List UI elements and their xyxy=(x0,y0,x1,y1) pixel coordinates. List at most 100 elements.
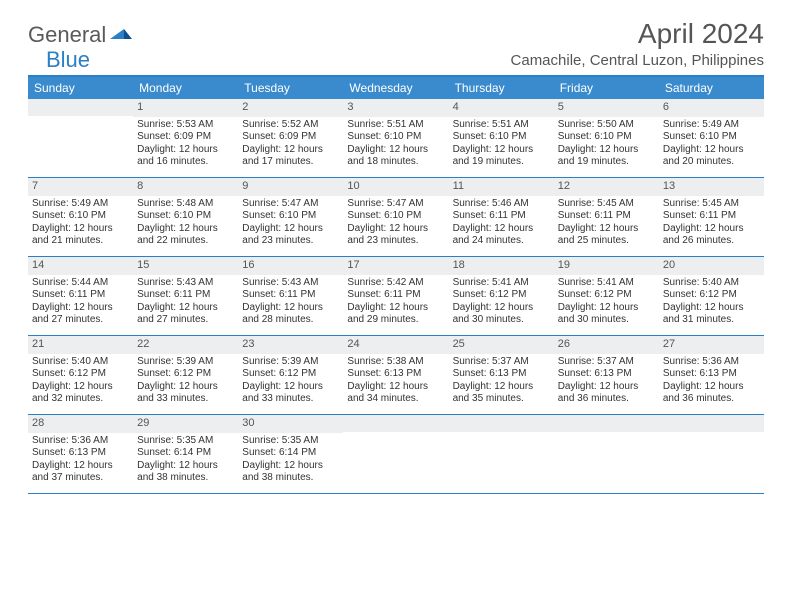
sunset-text: Sunset: 6:12 PM xyxy=(137,368,234,381)
day-body: Sunrise: 5:37 AMSunset: 6:13 PMDaylight:… xyxy=(449,354,554,410)
day-cell: 4 Sunrise: 5:51 AMSunset: 6:10 PMDaylight… xyxy=(449,99,554,177)
daylight-text: Daylight: 12 hours and 36 minutes. xyxy=(663,381,760,406)
day-number: 2 xyxy=(238,99,343,117)
sunrise-text: Sunrise: 5:51 AM xyxy=(347,119,444,132)
day-body: Sunrise: 5:43 AMSunset: 6:11 PMDaylight:… xyxy=(133,275,238,331)
day-cell xyxy=(343,415,448,493)
sunset-text: Sunset: 6:11 PM xyxy=(32,289,129,302)
day-number xyxy=(343,415,448,432)
day-number: 30 xyxy=(238,415,343,433)
daylight-text: Daylight: 12 hours and 25 minutes. xyxy=(558,223,655,248)
day-cell: 26Sunrise: 5:37 AMSunset: 6:13 PMDayligh… xyxy=(554,336,659,414)
sunset-text: Sunset: 6:13 PM xyxy=(347,368,444,381)
day-number: 25 xyxy=(449,336,554,354)
day-body: Sunrise: 5:40 AMSunset: 6:12 PMDaylight:… xyxy=(28,354,133,410)
brand-text-2: Blue xyxy=(46,47,90,73)
sunset-text: Sunset: 6:14 PM xyxy=(137,447,234,460)
sunrise-text: Sunrise: 5:36 AM xyxy=(32,435,129,448)
day-number: 26 xyxy=(554,336,659,354)
sunrise-text: Sunrise: 5:35 AM xyxy=(137,435,234,448)
sunrise-text: Sunrise: 5:52 AM xyxy=(242,119,339,132)
sunset-text: Sunset: 6:09 PM xyxy=(242,131,339,144)
day-number: 15 xyxy=(133,257,238,275)
day-cell: 30Sunrise: 5:35 AMSunset: 6:14 PMDayligh… xyxy=(238,415,343,493)
daylight-text: Daylight: 12 hours and 27 minutes. xyxy=(32,302,129,327)
weeks-container: 1Sunrise: 5:53 AMSunset: 6:09 PMDaylight… xyxy=(28,99,764,494)
day-number: 10 xyxy=(343,178,448,196)
day-cell: 14Sunrise: 5:44 AMSunset: 6:11 PMDayligh… xyxy=(28,257,133,335)
sunset-text: Sunset: 6:12 PM xyxy=(242,368,339,381)
sunrise-text: Sunrise: 5:48 AM xyxy=(137,198,234,211)
dow-sunday: Sunday xyxy=(28,77,133,99)
sunset-text: Sunset: 6:11 PM xyxy=(453,210,550,223)
week-row: 1Sunrise: 5:53 AMSunset: 6:09 PMDaylight… xyxy=(28,99,764,178)
day-body: Sunrise: 5:41 AMSunset: 6:12 PMDaylight:… xyxy=(449,275,554,331)
day-cell: 12Sunrise: 5:45 AMSunset: 6:11 PMDayligh… xyxy=(554,178,659,256)
day-body: Sunrise: 5:52 AMSunset: 6:09 PMDaylight:… xyxy=(238,117,343,173)
daylight-text: Daylight: 12 hours and 19 minutes. xyxy=(453,144,550,169)
day-body: Sunrise: 5:37 AMSunset: 6:13 PMDaylight:… xyxy=(554,354,659,410)
daylight-text: Daylight: 12 hours and 32 minutes. xyxy=(32,381,129,406)
day-number: 8 xyxy=(133,178,238,196)
sunset-text: Sunset: 6:10 PM xyxy=(453,131,550,144)
day-body: Sunrise: 5:39 AMSunset: 6:12 PMDaylight:… xyxy=(238,354,343,410)
sunset-text: Sunset: 6:13 PM xyxy=(453,368,550,381)
day-number: 24 xyxy=(343,336,448,354)
day-number: 13 xyxy=(659,178,764,196)
sunset-text: Sunset: 6:10 PM xyxy=(242,210,339,223)
day-body: Sunrise: 5:47 AMSunset: 6:10 PMDaylight:… xyxy=(343,196,448,252)
day-number xyxy=(449,415,554,432)
daylight-text: Daylight: 12 hours and 30 minutes. xyxy=(453,302,550,327)
brand-logo: General xyxy=(28,22,134,48)
daylight-text: Daylight: 12 hours and 19 minutes. xyxy=(558,144,655,169)
sunset-text: Sunset: 6:10 PM xyxy=(663,131,760,144)
day-body: Sunrise: 5:41 AMSunset: 6:12 PMDaylight:… xyxy=(554,275,659,331)
week-row: 28Sunrise: 5:36 AMSunset: 6:13 PMDayligh… xyxy=(28,415,764,494)
daylight-text: Daylight: 12 hours and 24 minutes. xyxy=(453,223,550,248)
dow-header-row: Sunday Monday Tuesday Wednesday Thursday… xyxy=(28,77,764,99)
day-cell: 7Sunrise: 5:49 AMSunset: 6:10 PMDaylight… xyxy=(28,178,133,256)
sunset-text: Sunset: 6:10 PM xyxy=(137,210,234,223)
day-cell: 21Sunrise: 5:40 AMSunset: 6:12 PMDayligh… xyxy=(28,336,133,414)
calendar-grid: Sunday Monday Tuesday Wednesday Thursday… xyxy=(28,75,764,494)
sunrise-text: Sunrise: 5:40 AM xyxy=(663,277,760,290)
day-cell: 1Sunrise: 5:53 AMSunset: 6:09 PMDaylight… xyxy=(133,99,238,177)
day-body: Sunrise: 5:49 AMSunset: 6:10 PMDaylight:… xyxy=(28,196,133,252)
sunrise-text: Sunrise: 5:51 AM xyxy=(453,119,550,132)
brand-mark-icon xyxy=(110,25,132,46)
sunrise-text: Sunrise: 5:37 AM xyxy=(453,356,550,369)
sunset-text: Sunset: 6:11 PM xyxy=(558,210,655,223)
day-number: 11 xyxy=(449,178,554,196)
daylight-text: Daylight: 12 hours and 34 minutes. xyxy=(347,381,444,406)
day-number xyxy=(659,415,764,432)
day-cell: 27Sunrise: 5:36 AMSunset: 6:13 PMDayligh… xyxy=(659,336,764,414)
sunrise-text: Sunrise: 5:37 AM xyxy=(558,356,655,369)
sunset-text: Sunset: 6:10 PM xyxy=(347,131,444,144)
sunset-text: Sunset: 6:09 PM xyxy=(137,131,234,144)
page-header: General April 2024 Camachile, Central Lu… xyxy=(28,18,764,69)
day-cell: 6Sunrise: 5:49 AMSunset: 6:10 PMDaylight… xyxy=(659,99,764,177)
day-number xyxy=(28,99,133,116)
day-body: Sunrise: 5:48 AMSunset: 6:10 PMDaylight:… xyxy=(133,196,238,252)
day-body: Sunrise: 5:51 AMSunset: 6:10 PMDaylight:… xyxy=(343,117,448,173)
day-cell xyxy=(554,415,659,493)
sunset-text: Sunset: 6:10 PM xyxy=(558,131,655,144)
day-number: 20 xyxy=(659,257,764,275)
dow-monday: Monday xyxy=(133,77,238,99)
day-cell: 17Sunrise: 5:42 AMSunset: 6:11 PMDayligh… xyxy=(343,257,448,335)
sunset-text: Sunset: 6:11 PM xyxy=(137,289,234,302)
sunset-text: Sunset: 6:11 PM xyxy=(663,210,760,223)
day-body: Sunrise: 5:36 AMSunset: 6:13 PMDaylight:… xyxy=(28,433,133,489)
day-cell: 5Sunrise: 5:50 AMSunset: 6:10 PMDaylight… xyxy=(554,99,659,177)
sunrise-text: Sunrise: 5:35 AM xyxy=(242,435,339,448)
dow-thursday: Thursday xyxy=(449,77,554,99)
sunrise-text: Sunrise: 5:49 AM xyxy=(32,198,129,211)
sunrise-text: Sunrise: 5:43 AM xyxy=(137,277,234,290)
calendar-page: General April 2024 Camachile, Central Lu… xyxy=(0,0,792,512)
sunset-text: Sunset: 6:12 PM xyxy=(453,289,550,302)
week-row: 21Sunrise: 5:40 AMSunset: 6:12 PMDayligh… xyxy=(28,336,764,415)
sunset-text: Sunset: 6:13 PM xyxy=(32,447,129,460)
day-number: 16 xyxy=(238,257,343,275)
daylight-text: Daylight: 12 hours and 23 minutes. xyxy=(347,223,444,248)
day-number: 4 xyxy=(449,99,554,117)
